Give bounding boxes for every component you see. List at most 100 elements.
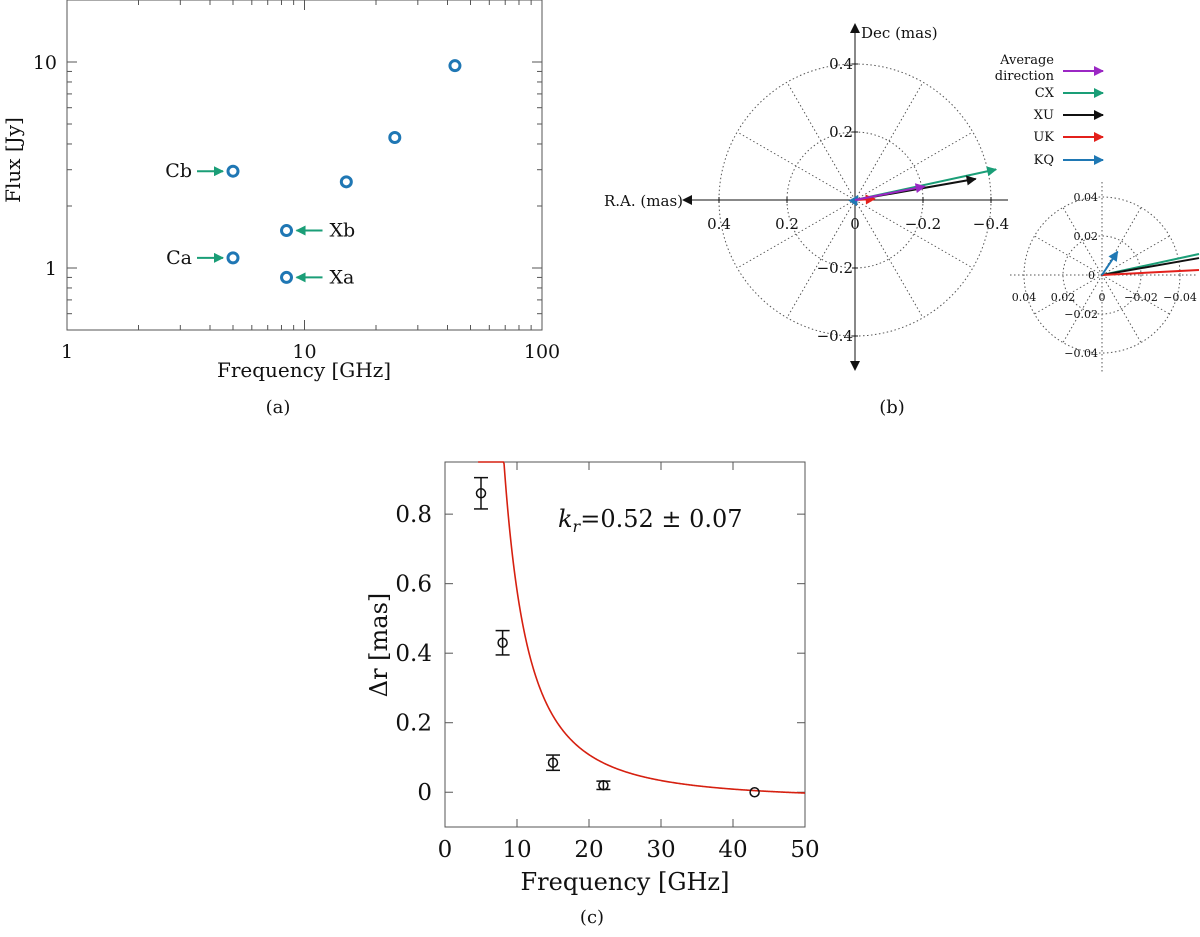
b-inset-y-tick-label: 0.04 (1074, 191, 1099, 204)
b-y-tick-label: −0.4 (817, 327, 853, 345)
c-x-tick-label: 30 (646, 837, 675, 863)
a-data-point (280, 270, 294, 284)
b-inset-y-tick-label: −0.02 (1064, 308, 1098, 321)
b-polar-spoke (854, 199, 924, 319)
b-inset-y-tick-label: −0.04 (1064, 347, 1098, 360)
b-x-tick-label: −0.4 (973, 215, 1009, 233)
b-legend-label: CX (1035, 86, 1055, 101)
panel-c-ylabel: Δr [mas] (365, 593, 393, 698)
a-x-tick-label: 100 (524, 341, 560, 363)
b-polar-spoke (736, 199, 856, 269)
c-y-tick-label: 0.4 (395, 641, 432, 667)
b-inset-spoke (1034, 274, 1103, 315)
a-annotation-label: Ca (166, 247, 192, 269)
panel-c-points (474, 476, 760, 798)
panel-b: 0.4 0.2 0 −0.2 −0.40.40.2−0.2−0.4 0.04 0.02 0−… (604, 23, 1200, 418)
b-polar-spoke (786, 81, 856, 201)
b-vector-average-direction (854, 183, 926, 201)
c-x-tick-label: 0 (438, 837, 453, 863)
panel-a-xlabel: Frequency [GHz] (217, 358, 391, 382)
panel-c-annotation-text: =0.52 ± 0.07 (580, 505, 742, 533)
panel-b-axes: 0.4 0.2 0 −0.2 −0.4 0.4 0.2 −0.2 −0.4 (682, 23, 1009, 371)
b-inset-spoke (1101, 235, 1170, 276)
b-inset-spoke (1034, 235, 1103, 276)
b-legend-label: UK (1033, 130, 1054, 145)
c-y-tick-label: 0.8 (395, 502, 432, 528)
b-inset-y-tick-label: 0 (1088, 269, 1095, 282)
c-data-point (749, 786, 760, 798)
a-x-tick-label: 10 (292, 341, 316, 363)
c-x-tick-label: 20 (574, 837, 603, 863)
c-data-point (598, 780, 609, 791)
b-x-tick-label: 0 (850, 215, 860, 233)
b-inset-x-tick-label: 0.04 (1012, 291, 1037, 304)
panel-c-xlabel: Frequency [GHz] (521, 868, 730, 896)
a-data-point (339, 175, 353, 189)
panel-c-ticks: 0 10 20 30 40 50 0 0.2 0.4 0.6 0.8 (395, 462, 820, 863)
a-data-point (280, 224, 294, 238)
b-inset-spoke (1101, 274, 1142, 343)
b-polar-spoke (786, 199, 856, 319)
panel-c-label: (c) (580, 907, 604, 928)
a-data-point (388, 131, 402, 145)
b-legend-label: XU (1034, 108, 1054, 123)
b-y-tick-label: 0.2 (829, 123, 853, 141)
b-inset-vector-xu (1101, 257, 1200, 276)
b-inset-vector-kq (1101, 250, 1119, 276)
b-inset-x-tick-label: −0.02 (1124, 291, 1158, 304)
panel-b-label: (b) (879, 397, 905, 418)
panel-c-annotation-k: k (558, 505, 573, 533)
panel-b-inset: 0.04 0.02 0 −0.02 −0.040.040.020−0.02−0.04 (1010, 182, 1200, 372)
a-annotation-label: Xb (330, 220, 356, 242)
b-polar-spoke (854, 81, 924, 201)
panel-a-ticks: 1 10 100 1 10 (33, 0, 560, 363)
a-y-tick-label: 10 (33, 52, 57, 74)
a-data-point (226, 251, 240, 265)
b-y-tick-label: −0.2 (817, 259, 853, 277)
b-y-tick-label: 0.4 (829, 55, 853, 73)
b-polar-spoke (854, 131, 974, 201)
b-inset-spoke (1062, 274, 1103, 343)
c-data-point (475, 488, 487, 499)
c-y-tick-label: 0.6 (395, 572, 432, 598)
b-inset-spoke (1101, 274, 1170, 315)
a-annotation-label: Xa (330, 266, 355, 288)
b-inset-x-tick-label: −0.04 (1163, 291, 1197, 304)
panel-c-annotation: kr=0.52 ± 0.07 (558, 505, 743, 536)
panel-a-annotations: Cb Ca Xb Xa (165, 160, 355, 288)
panel-c-annotation-sub: r (573, 517, 582, 536)
c-y-tick-label: 0.2 (395, 711, 432, 737)
c-data-point (547, 757, 559, 768)
panel-a-ylabel: Flux [Jy] (1, 117, 25, 203)
c-data-point (497, 637, 508, 649)
b-inset-spoke (1062, 207, 1103, 276)
c-x-tick-label: 40 (718, 837, 747, 863)
b-x-tick-label: −0.2 (905, 215, 941, 233)
b-legend-label: Average (999, 53, 1054, 68)
c-x-tick-label: 10 (502, 837, 531, 863)
b-inset-y-tick-label: 0.02 (1074, 230, 1099, 243)
b-inset-x-tick-label: 0 (1099, 291, 1106, 304)
b-inset-vector-uk (1101, 268, 1200, 276)
b-legend-label: KQ (1034, 153, 1054, 168)
b-x-tick-label: 0.2 (775, 215, 799, 233)
panel-a-frame (66, 0, 543, 331)
panel-b-ylabel: Dec (mas) (861, 24, 938, 42)
b-inset-x-tick-label: 0.02 (1051, 291, 1076, 304)
b-x-tick-label: 0.4 (707, 215, 731, 233)
panel-a: 1 10 100 1 10 Cb Ca Xb Xa Frequency [GHz] Flux … (1, 0, 560, 418)
b-legend-label: direction (995, 69, 1055, 84)
b-polar-spoke (854, 199, 974, 269)
panel-a-label: (a) (266, 397, 291, 418)
panel-b-xlabel: R.A. (mas) (604, 192, 683, 210)
c-y-tick-label: 0 (417, 780, 432, 806)
panel-b-vectors (848, 166, 998, 207)
c-x-tick-label: 50 (790, 837, 819, 863)
a-data-point (226, 164, 240, 178)
b-polar-spoke (736, 131, 856, 201)
b-inset-ring (1023, 196, 1181, 354)
a-data-point (448, 59, 462, 73)
